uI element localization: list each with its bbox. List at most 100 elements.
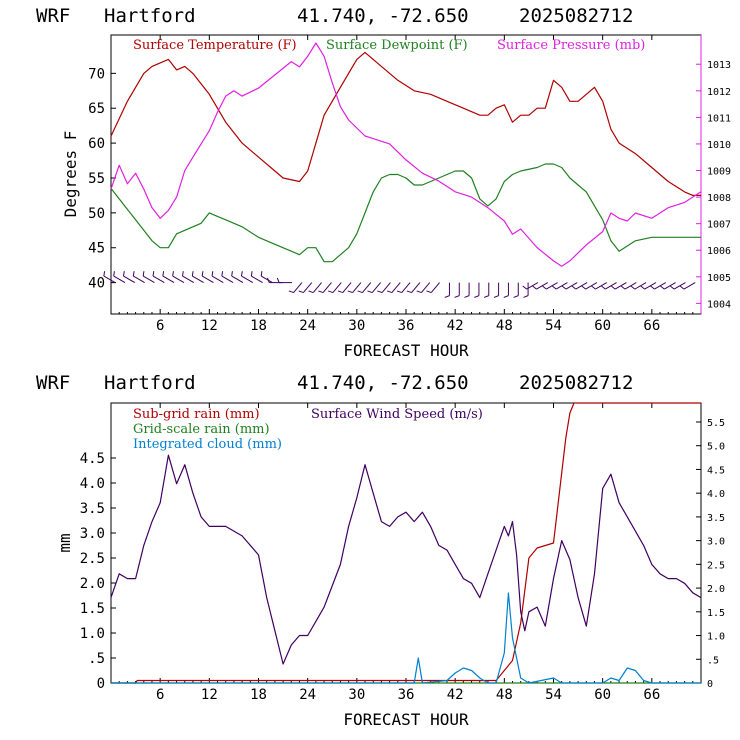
series-line-surface-temperature	[111, 52, 701, 195]
y2-tick-label: 1013	[707, 60, 731, 71]
wind-barb-flag	[504, 296, 509, 298]
y-tick-label: 0	[97, 676, 105, 692]
y-tick-label: 2.5	[80, 551, 105, 567]
y-tick-label: 1.5	[80, 601, 105, 617]
x-tick-label: 66	[643, 318, 660, 334]
wind-barb	[294, 283, 302, 293]
wind-barb	[343, 283, 351, 293]
wind-barb	[674, 283, 685, 290]
wind-barb	[382, 283, 390, 293]
y2-tick-label: 1004	[707, 299, 731, 310]
wind-barb-flag	[212, 271, 213, 276]
wind-barb-flag	[582, 286, 586, 289]
x-tick-label: 36	[398, 687, 415, 703]
wind-barb	[202, 276, 213, 283]
y-tick-label: 3.0	[80, 526, 105, 542]
wind-barb-flag	[289, 291, 294, 293]
y-axis-label: Degrees F	[61, 131, 80, 218]
wind-barb	[124, 276, 135, 283]
wind-barb-flag	[464, 296, 469, 298]
x-tick-label: 30	[348, 687, 365, 703]
wind-barb-flag	[133, 271, 134, 276]
wind-barb	[143, 276, 154, 283]
wind-barb	[333, 283, 341, 293]
header-bottom: WRF Hartford 41.740, -72.650 2025082712	[36, 372, 633, 394]
wind-barb	[576, 283, 587, 290]
x-tick-label: 54	[545, 318, 562, 334]
wind-barb-flag	[377, 291, 382, 293]
wind-barb	[192, 276, 203, 283]
y2-tick-label: 3.0	[707, 537, 725, 548]
wind-barb-flag	[202, 271, 203, 276]
header-run: 2025082712	[519, 5, 633, 27]
wind-barb-flag	[407, 291, 412, 293]
wind-barb	[242, 276, 253, 283]
x-tick-label: 12	[201, 318, 218, 334]
wind-barb	[615, 283, 626, 290]
wind-barb-flag	[631, 286, 635, 289]
wind-barb-flag	[455, 296, 460, 298]
wind-barb-flag	[474, 296, 479, 298]
y2-tick-label: 2.5	[707, 560, 725, 571]
legend-grid-rain: Grid-scale rain (mm)	[133, 422, 270, 437]
x-tick-label: 12	[201, 687, 218, 703]
wind-barb-flag	[670, 286, 674, 289]
y-tick-label: .5	[88, 651, 105, 667]
y-tick-label: 3.5	[80, 501, 105, 517]
y2-tick-label: 1009	[707, 167, 731, 178]
wind-barb-flag	[318, 291, 323, 293]
wind-barb	[546, 283, 557, 290]
wind-barbs	[104, 271, 695, 297]
x-tick-label: 6	[156, 318, 164, 334]
wind-barb	[645, 283, 656, 290]
x-tick-label: 30	[348, 318, 365, 334]
wind-barb	[232, 276, 243, 283]
y-tick-label: 2.0	[80, 576, 105, 592]
y2-tick-label: 5.5	[707, 418, 725, 429]
wind-barb	[586, 283, 597, 290]
wind-barb	[664, 283, 675, 290]
y2-tick-label: 0	[707, 679, 713, 690]
legend-pressure: Surface Pressure (mb)	[497, 38, 645, 53]
wind-barb-flag	[572, 286, 576, 289]
header-station: Hartford	[104, 5, 196, 27]
wind-barb-flag	[611, 286, 615, 289]
header-model: WRF	[36, 5, 70, 27]
wind-barb	[605, 283, 616, 290]
legend-dewpoint: Surface Dewpoint (F)	[326, 38, 468, 53]
y2-tick-label: .5	[707, 655, 719, 666]
wind-barb	[114, 276, 125, 283]
wind-barb-flag	[601, 286, 605, 289]
wind-barb	[133, 276, 144, 283]
x-tick-label: 66	[643, 687, 660, 703]
y2-tick-label: 4.0	[707, 489, 725, 500]
wind-barb	[323, 283, 331, 293]
x-tick-label: 24	[299, 318, 316, 334]
y-tick-label: 40	[88, 276, 105, 292]
wind-barb	[556, 283, 567, 290]
wind-barb-flag	[427, 291, 432, 293]
x-tick-label: 24	[299, 687, 316, 703]
wind-barb-flag	[523, 296, 528, 298]
x-tick-label: 42	[447, 318, 464, 334]
y2-tick-label: 1007	[707, 220, 731, 231]
header-run: 2025082712	[519, 372, 633, 394]
wind-barb	[153, 276, 164, 283]
header-station: Hartford	[104, 372, 196, 394]
wind-barb-flag	[328, 291, 333, 293]
series-line-surface-wind-speed	[111, 455, 701, 664]
y2-tick-label: 2.0	[707, 584, 725, 595]
wind-barb-flag	[309, 291, 314, 293]
wind-barb-flag	[523, 286, 527, 289]
wind-barb-flag	[124, 271, 125, 276]
y2-tick-label: 3.5	[707, 513, 725, 524]
chart-surface: 6 12 18 24 30 36 42 48 54 60 66 40 45 50 55 60 65 70 1004 1…	[61, 35, 731, 360]
wind-barb	[261, 276, 272, 283]
x-tick-label: 48	[496, 318, 513, 334]
wind-barb	[173, 276, 184, 283]
wind-barb-flag	[183, 271, 184, 276]
wind-barb-flag	[163, 271, 164, 276]
wind-barb-flag	[397, 291, 402, 293]
y2-tick-label: 1010	[707, 140, 731, 151]
y2-tick-label: 1.5	[707, 608, 725, 619]
